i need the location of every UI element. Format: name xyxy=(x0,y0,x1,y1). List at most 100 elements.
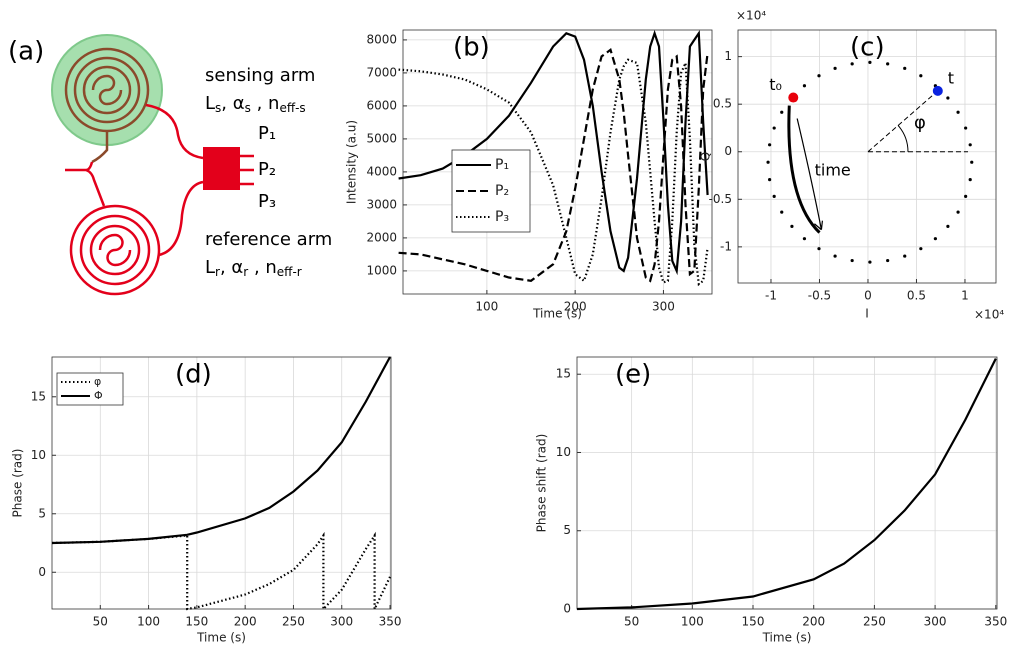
marker-label: t xyxy=(948,68,954,87)
point xyxy=(970,160,974,164)
x-tick-label: -0.5 xyxy=(808,289,831,303)
series-line xyxy=(398,58,709,287)
y-tick-label: 10 xyxy=(31,448,46,462)
x-tick-label: 0.5 xyxy=(907,289,926,303)
y-axis-label: Phase shift (rad) xyxy=(535,434,549,533)
arm-params: Ls, αs , neff-s xyxy=(205,93,306,115)
x-tick-label: 200 xyxy=(564,300,587,314)
x-tick-label: 300 xyxy=(924,615,947,629)
point xyxy=(780,210,784,214)
param-sub: r xyxy=(215,265,220,279)
y-tick-label: 5 xyxy=(563,523,571,537)
time-arc xyxy=(787,105,821,234)
point xyxy=(946,224,950,229)
legend-label: φ xyxy=(94,375,101,388)
panel-label: (c) xyxy=(850,33,885,63)
legend-box xyxy=(451,149,531,233)
plot-frame xyxy=(402,29,713,295)
angle-label: φ xyxy=(914,113,926,134)
x-tick-label: 150 xyxy=(185,615,208,629)
y-tick-label: 0 xyxy=(563,602,571,616)
point xyxy=(903,66,907,70)
sensing-spiral xyxy=(64,47,150,164)
x-tick-label: 200 xyxy=(802,615,825,629)
arm-title: reference arm xyxy=(205,229,332,250)
y-tick-label: 7000 xyxy=(366,65,397,79)
x-tick-label: 100 xyxy=(681,615,704,629)
panel-label: (b) xyxy=(453,33,490,63)
point xyxy=(956,110,960,114)
x-tick-label: 0 xyxy=(864,289,872,303)
legend-label: P₁ xyxy=(495,157,509,173)
x-tick-label: 250 xyxy=(282,615,305,629)
y-tick-label: 5000 xyxy=(366,131,397,145)
point xyxy=(790,224,794,229)
point xyxy=(964,126,968,130)
y-tick-label: 6000 xyxy=(366,98,397,112)
arm-title: sensing arm xyxy=(205,65,315,86)
y-tick-label: 0 xyxy=(38,565,46,579)
point xyxy=(817,247,821,251)
time-arrow xyxy=(796,118,824,231)
marker xyxy=(932,85,943,96)
point xyxy=(850,258,854,263)
x-tick-label: 300 xyxy=(652,300,675,314)
x-tick-label: 200 xyxy=(234,615,257,629)
panel-label: (e) xyxy=(615,360,651,390)
x-tick-label: 1 xyxy=(961,289,969,303)
y-multiplier: ×10⁴ xyxy=(736,9,766,23)
y-tick-label: 8000 xyxy=(366,32,397,46)
legend-label: P₃ xyxy=(495,209,509,225)
param: , n xyxy=(251,93,280,114)
plot-frame xyxy=(737,29,997,284)
y-tick-label: -1 xyxy=(720,239,732,253)
y-tick-label: 0.5 xyxy=(713,97,732,111)
y-tick-label: 0 xyxy=(724,144,732,158)
plot-area xyxy=(577,357,997,609)
x-multiplier: ×10⁴ xyxy=(974,308,1004,322)
y-axis-label: Phase (rad) xyxy=(11,449,25,518)
point xyxy=(772,126,776,130)
diagram-a: (a) sensing arm Ls, αs , neff-s referenc… xyxy=(8,34,332,296)
x-tick-label: 50 xyxy=(93,615,108,629)
point xyxy=(833,66,837,70)
marker-label: t₀ xyxy=(769,75,782,94)
x-axis-label: I xyxy=(865,307,869,321)
point xyxy=(946,96,950,100)
plot-frame xyxy=(51,356,392,610)
param-sub: r xyxy=(243,265,248,279)
x-tick-label: 350 xyxy=(379,615,402,629)
panel-label: (d) xyxy=(175,360,212,390)
x-tick-label: 150 xyxy=(742,615,765,629)
y-tick-label: 1000 xyxy=(366,263,397,277)
x-axis-label: Time (s) xyxy=(762,631,812,645)
x-axis-label: Time (s) xyxy=(196,631,246,645)
y-tick-label: 5 xyxy=(38,506,46,520)
port-label: P₃ xyxy=(258,191,276,212)
marker xyxy=(788,92,799,103)
point xyxy=(768,143,772,147)
param-sub: eff-r xyxy=(277,265,302,279)
point xyxy=(933,237,937,241)
y-tick-label: -0.5 xyxy=(709,192,732,206)
guide-line xyxy=(867,90,968,153)
arm-params: Lr, αr , neff-r xyxy=(205,257,302,279)
y-tick-label: 3000 xyxy=(366,197,397,211)
point xyxy=(968,178,972,182)
x-tick-label: 300 xyxy=(330,615,353,629)
param-sub: s xyxy=(245,101,251,115)
y-axis-label: Q xyxy=(699,152,713,161)
param: , n xyxy=(248,257,277,278)
time-label: time xyxy=(815,160,851,179)
series-line xyxy=(398,47,709,283)
point xyxy=(817,74,821,78)
point xyxy=(886,258,890,263)
point xyxy=(768,178,772,182)
legend-box xyxy=(56,372,124,406)
point xyxy=(850,62,854,66)
x-tick-label: -1 xyxy=(765,289,777,303)
point xyxy=(956,210,960,214)
port-label: P₂ xyxy=(258,159,276,180)
param-sub: s xyxy=(215,101,221,115)
